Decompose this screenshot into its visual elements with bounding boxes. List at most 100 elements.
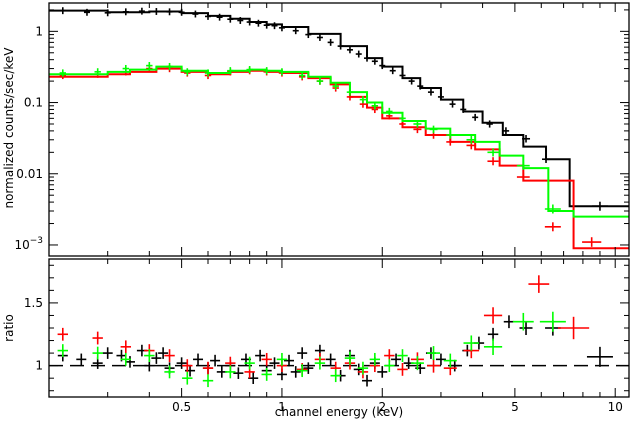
- data-point: [371, 102, 379, 110]
- ratio-point: [344, 351, 356, 365]
- data-point: [472, 113, 479, 121]
- ratio-point: [76, 353, 87, 366]
- ratio-point: [397, 349, 408, 362]
- ratio-point: [303, 362, 314, 374]
- data-point: [227, 15, 234, 23]
- top-panel-frame: [48, 2, 630, 257]
- ratio-point: [353, 363, 364, 376]
- data-point: [255, 19, 262, 27]
- data-point: [486, 120, 493, 128]
- ratio-point: [57, 344, 68, 357]
- ratio-point: [325, 353, 336, 366]
- ratio-point: [144, 349, 155, 362]
- data-point: [59, 7, 66, 15]
- x-tick-label: 10: [608, 400, 623, 414]
- data-point: [237, 17, 244, 24]
- data-point: [359, 96, 367, 104]
- ratio-point: [233, 367, 244, 379]
- ratio-point: [330, 369, 341, 383]
- ratio-point: [92, 346, 103, 360]
- ratio-point: [210, 354, 221, 367]
- ratio-point: [202, 374, 214, 388]
- ratio-point: [164, 349, 175, 362]
- data-point: [263, 67, 270, 75]
- ratio-point: [182, 359, 193, 373]
- data-point: [263, 21, 270, 29]
- data-point: [413, 120, 422, 128]
- ratio-point: [443, 353, 457, 368]
- x-tick-label: 2: [378, 400, 386, 414]
- data-point: [184, 68, 191, 76]
- data-point: [399, 114, 406, 122]
- model-step-line: [49, 65, 629, 218]
- ratio-point: [164, 365, 175, 379]
- data-point: [138, 7, 145, 15]
- ratio-point: [397, 363, 408, 376]
- ratio-point: [369, 352, 381, 366]
- data-point: [305, 31, 312, 39]
- data-point: [446, 131, 455, 139]
- data-point: [166, 62, 173, 71]
- data-point: [364, 54, 371, 62]
- data-point: [227, 67, 234, 75]
- y-tick-label-top: 1: [35, 24, 43, 38]
- data-point: [417, 82, 424, 90]
- data-point: [516, 161, 530, 170]
- ratio-point: [255, 349, 266, 362]
- data-point: [399, 72, 406, 79]
- data-point: [346, 88, 354, 96]
- ratio-point: [276, 352, 288, 366]
- ratio-point: [435, 353, 446, 366]
- y-tick-label-top: 0.01: [16, 167, 43, 181]
- ratio-point: [519, 321, 533, 335]
- data-point: [487, 157, 499, 166]
- data-point: [166, 8, 173, 16]
- data-point: [146, 62, 153, 70]
- data-point: [582, 237, 602, 247]
- ratio-point: [487, 327, 499, 341]
- ratio-point: [158, 347, 169, 359]
- data-point: [204, 69, 212, 77]
- ratio-point: [290, 366, 301, 378]
- y-tick-exponent: −3: [30, 236, 43, 246]
- bottom-panel-marks: [49, 275, 629, 388]
- data-point: [446, 138, 455, 146]
- data-point: [460, 105, 467, 113]
- y-tick-label-top: 0.1: [24, 96, 43, 110]
- data-point: [466, 135, 477, 144]
- data-point: [502, 127, 510, 135]
- data-point: [83, 8, 90, 16]
- data-point: [544, 204, 561, 214]
- ratio-point: [284, 354, 295, 367]
- ratio-point: [557, 316, 590, 340]
- data-point: [292, 27, 299, 35]
- ratio-point: [503, 315, 515, 329]
- ratio-point: [120, 352, 132, 366]
- ratio-point: [427, 358, 441, 373]
- ratio-point: [449, 359, 460, 372]
- tick-labels: 0.5 1 2 5 10 1 0.1 0.01 10−3 1 1.5: [14, 24, 622, 413]
- ratio-point: [261, 352, 272, 366]
- ratio-point: [124, 356, 135, 368]
- data-point: [216, 13, 223, 21]
- ratio-point: [362, 374, 373, 387]
- ratio-point: [297, 347, 308, 359]
- data-point: [371, 57, 378, 65]
- data-point: [316, 77, 324, 85]
- ratio-point: [225, 365, 236, 379]
- ratio-point: [384, 359, 395, 373]
- ratio-point: [151, 352, 162, 364]
- axes-frames: [48, 2, 630, 398]
- data-point: [104, 9, 111, 17]
- data-point: [153, 8, 160, 15]
- data-point: [487, 148, 499, 157]
- xlabel: channel energy (keV): [275, 405, 403, 419]
- ratio-point: [102, 347, 113, 359]
- ratio-point: [377, 366, 388, 378]
- ratio-point: [483, 307, 503, 324]
- data-point: [246, 66, 253, 74]
- ratio-point: [357, 361, 369, 375]
- data-point: [122, 64, 130, 73]
- data-point: [278, 68, 286, 76]
